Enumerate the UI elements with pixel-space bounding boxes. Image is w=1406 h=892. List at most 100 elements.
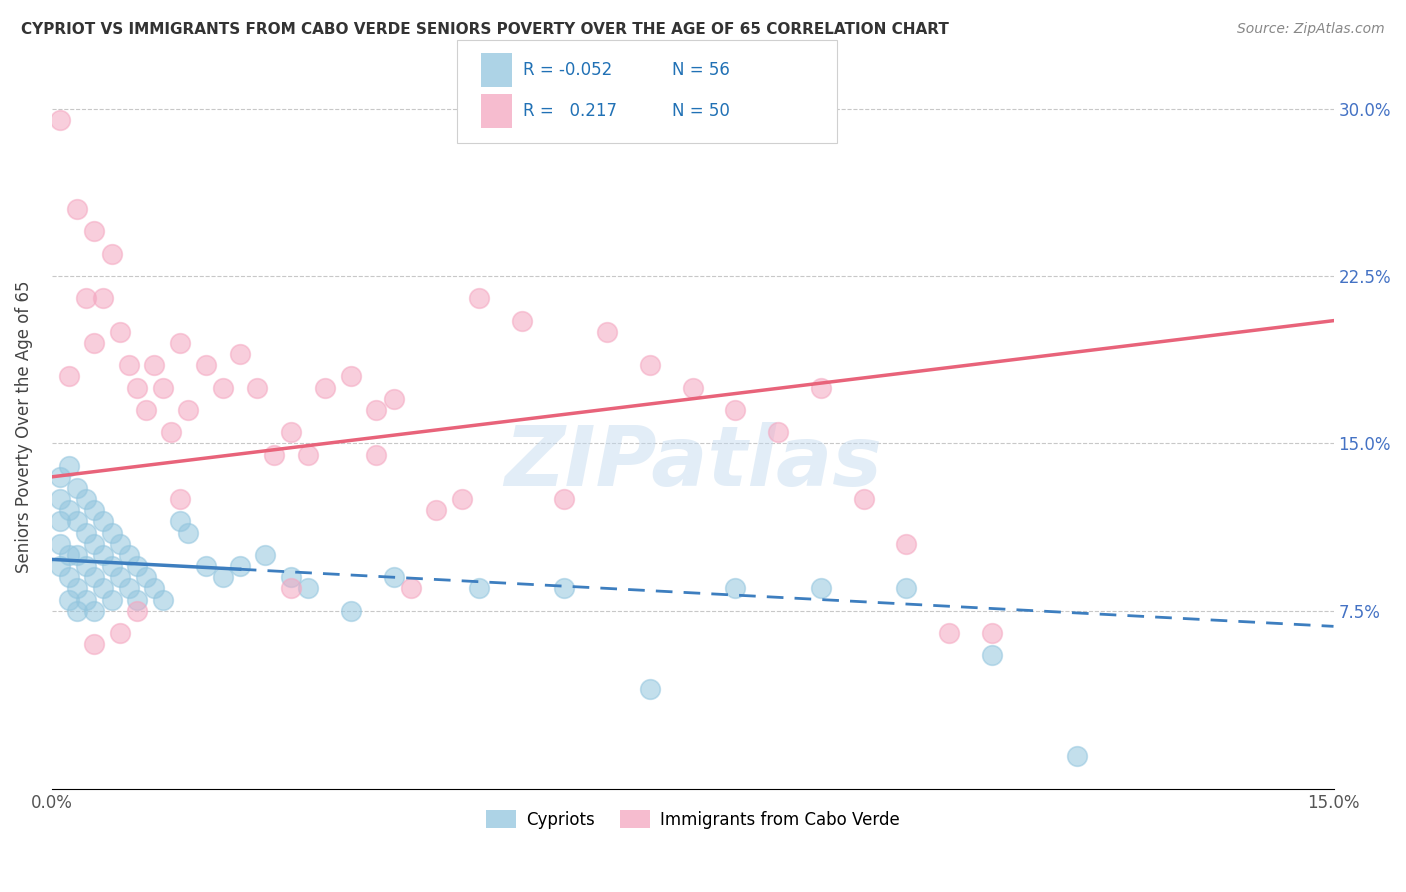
Point	[83, 637, 105, 651]
Point	[896, 582, 918, 596]
Point	[83, 604, 105, 618]
Point	[49, 515, 72, 529]
Point	[177, 525, 200, 540]
Point	[75, 291, 97, 305]
Point	[340, 369, 363, 384]
Point	[254, 548, 277, 562]
Point	[143, 582, 166, 596]
Point	[66, 481, 89, 495]
Point	[280, 582, 302, 596]
Point	[468, 291, 491, 305]
Point	[553, 492, 575, 507]
Point	[724, 582, 747, 596]
Point	[83, 224, 105, 238]
Point	[83, 570, 105, 584]
Point	[160, 425, 183, 440]
Point	[366, 403, 388, 417]
Point	[91, 582, 114, 596]
Point	[100, 525, 122, 540]
Point	[852, 492, 875, 507]
Point	[58, 503, 80, 517]
Point	[118, 548, 141, 562]
Point	[49, 559, 72, 574]
Point	[108, 570, 131, 584]
Point	[177, 403, 200, 417]
Point	[83, 335, 105, 350]
Point	[382, 392, 405, 406]
Point	[211, 570, 233, 584]
Point	[91, 291, 114, 305]
Point	[66, 604, 89, 618]
Y-axis label: Seniors Poverty Over the Age of 65: Seniors Poverty Over the Age of 65	[15, 280, 32, 573]
Point	[100, 559, 122, 574]
Text: N = 50: N = 50	[672, 102, 730, 120]
Point	[58, 592, 80, 607]
Point	[169, 492, 191, 507]
Legend: Cypriots, Immigrants from Cabo Verde: Cypriots, Immigrants from Cabo Verde	[479, 804, 905, 835]
Point	[75, 525, 97, 540]
Point	[297, 582, 319, 596]
Point	[58, 570, 80, 584]
Point	[127, 592, 149, 607]
Point	[108, 537, 131, 551]
Point	[118, 359, 141, 373]
Point	[399, 582, 422, 596]
Text: R = -0.052: R = -0.052	[523, 61, 612, 78]
Point	[118, 582, 141, 596]
Point	[169, 515, 191, 529]
Point	[194, 559, 217, 574]
Point	[75, 559, 97, 574]
Point	[127, 381, 149, 395]
Point	[766, 425, 789, 440]
Point	[810, 381, 832, 395]
Point	[297, 448, 319, 462]
Point	[108, 325, 131, 339]
Point	[75, 592, 97, 607]
Point	[49, 470, 72, 484]
Point	[135, 570, 157, 584]
Point	[980, 626, 1002, 640]
Point	[75, 492, 97, 507]
Point	[100, 592, 122, 607]
Point	[194, 359, 217, 373]
Point	[66, 202, 89, 216]
Point	[382, 570, 405, 584]
Text: ZIPatlas: ZIPatlas	[503, 423, 882, 503]
Point	[152, 592, 174, 607]
Point	[314, 381, 336, 395]
Point	[66, 582, 89, 596]
Point	[980, 648, 1002, 663]
Point	[340, 604, 363, 618]
Point	[451, 492, 474, 507]
Text: N = 56: N = 56	[672, 61, 730, 78]
Point	[135, 403, 157, 417]
Point	[58, 369, 80, 384]
Point	[263, 448, 285, 462]
Point	[66, 515, 89, 529]
Text: R =   0.217: R = 0.217	[523, 102, 617, 120]
Point	[553, 582, 575, 596]
Point	[108, 626, 131, 640]
Point	[896, 537, 918, 551]
Point	[91, 548, 114, 562]
Point	[58, 548, 80, 562]
Point	[280, 425, 302, 440]
Point	[49, 112, 72, 127]
Point	[280, 570, 302, 584]
Point	[49, 537, 72, 551]
Point	[229, 559, 252, 574]
Point	[638, 681, 661, 696]
Point	[83, 503, 105, 517]
Point	[682, 381, 704, 395]
Point	[169, 335, 191, 350]
Point	[366, 448, 388, 462]
Point	[127, 604, 149, 618]
Text: Source: ZipAtlas.com: Source: ZipAtlas.com	[1237, 22, 1385, 37]
Text: CYPRIOT VS IMMIGRANTS FROM CABO VERDE SENIORS POVERTY OVER THE AGE OF 65 CORRELA: CYPRIOT VS IMMIGRANTS FROM CABO VERDE SE…	[21, 22, 949, 37]
Point	[510, 313, 533, 327]
Point	[58, 458, 80, 473]
Point	[638, 359, 661, 373]
Point	[152, 381, 174, 395]
Point	[938, 626, 960, 640]
Point	[810, 582, 832, 596]
